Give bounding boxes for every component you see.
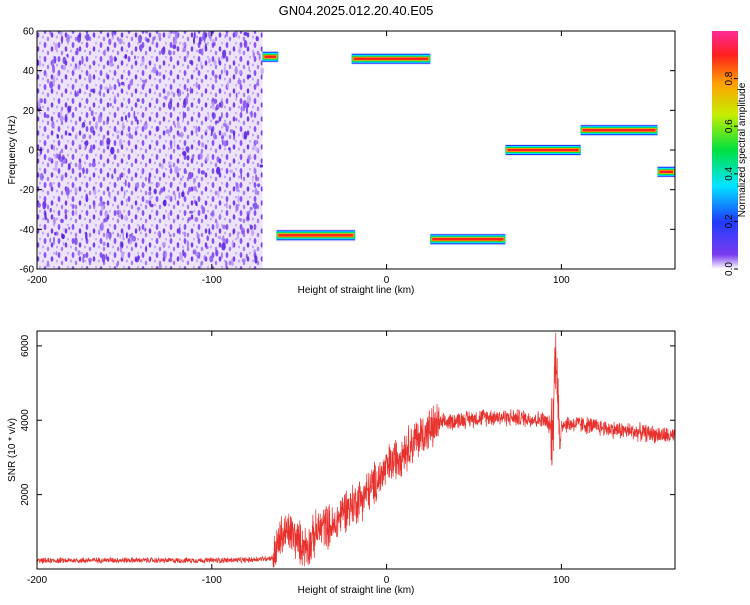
frequency-track bbox=[276, 229, 356, 242]
snr-series-line bbox=[37, 332, 675, 568]
spectrogram-y-tick-label: -20 bbox=[20, 185, 35, 196]
colorbar-tick-label: 0.6 bbox=[724, 119, 735, 133]
spectrogram-x-tick-label: -100 bbox=[202, 275, 222, 286]
colorbar-tick-label: 0.0 bbox=[724, 262, 735, 276]
colorbar-label: Normalized spectral amplitude bbox=[737, 82, 748, 217]
figure-title: GN04.2025.012.20.40.E05 bbox=[279, 3, 434, 18]
frequency-track bbox=[262, 50, 279, 63]
spectrogram-y-tick-label: -60 bbox=[20, 265, 35, 276]
frequency-track bbox=[505, 144, 581, 156]
spectrogram-y-tick-label: 60 bbox=[23, 27, 35, 38]
frequency-track bbox=[430, 233, 506, 246]
snr-y-tick-label: 6000 bbox=[20, 334, 31, 357]
snr-y-tick-label: 2000 bbox=[20, 483, 31, 506]
spectrogram-y-tick-label: 40 bbox=[23, 66, 35, 77]
noise-texture bbox=[37, 31, 265, 269]
spectrogram-y-tick-label: 0 bbox=[28, 146, 34, 157]
snr-x-tick-label: 100 bbox=[553, 575, 570, 586]
spectrogram-y-tick-label: -40 bbox=[20, 225, 35, 236]
snr-panel: -200 -100 0 100 2000 4000 6000 Height of stra… bbox=[7, 330, 676, 596]
colorbar-tick-label: 0.4 bbox=[724, 166, 735, 180]
snr-x-tick-label: 0 bbox=[384, 575, 390, 586]
spectrogram-y-axis-label: Frequency (Hz) bbox=[7, 116, 18, 185]
snr-x-tick-label: -100 bbox=[202, 575, 222, 586]
noise-region bbox=[37, 31, 263, 269]
colorbar-tick-label: 0.2 bbox=[724, 214, 735, 228]
colorbar-gradient bbox=[712, 31, 738, 269]
snr-y-tick-label: 4000 bbox=[20, 409, 31, 432]
snr-frame bbox=[36, 330, 676, 570]
snr-x-tick-label: -200 bbox=[27, 575, 47, 586]
frequency-track bbox=[351, 52, 431, 65]
spectrogram-x-axis-label: Height of straight line (km) bbox=[298, 285, 415, 296]
snr-y-axis-label: SNR (10 * v/v) bbox=[7, 418, 18, 482]
spectrogram-y-tick-label: 20 bbox=[23, 106, 35, 117]
colorbar: 0.0 0.2 0.4 0.6 0.8 Normalized spectral ampl… bbox=[712, 31, 748, 276]
frequency-track bbox=[657, 165, 675, 178]
frequency-track bbox=[580, 124, 658, 137]
spectrogram-x-tick-label: 100 bbox=[553, 275, 570, 286]
snr-x-axis-label: Height of straight line (km) bbox=[298, 585, 415, 596]
snr-plot-area bbox=[37, 331, 675, 569]
spectrogram-x-tick-label: -200 bbox=[27, 275, 47, 286]
spectrogram-x-tick-label: 0 bbox=[384, 275, 390, 286]
colorbar-tick-label: 0.8 bbox=[724, 71, 735, 85]
